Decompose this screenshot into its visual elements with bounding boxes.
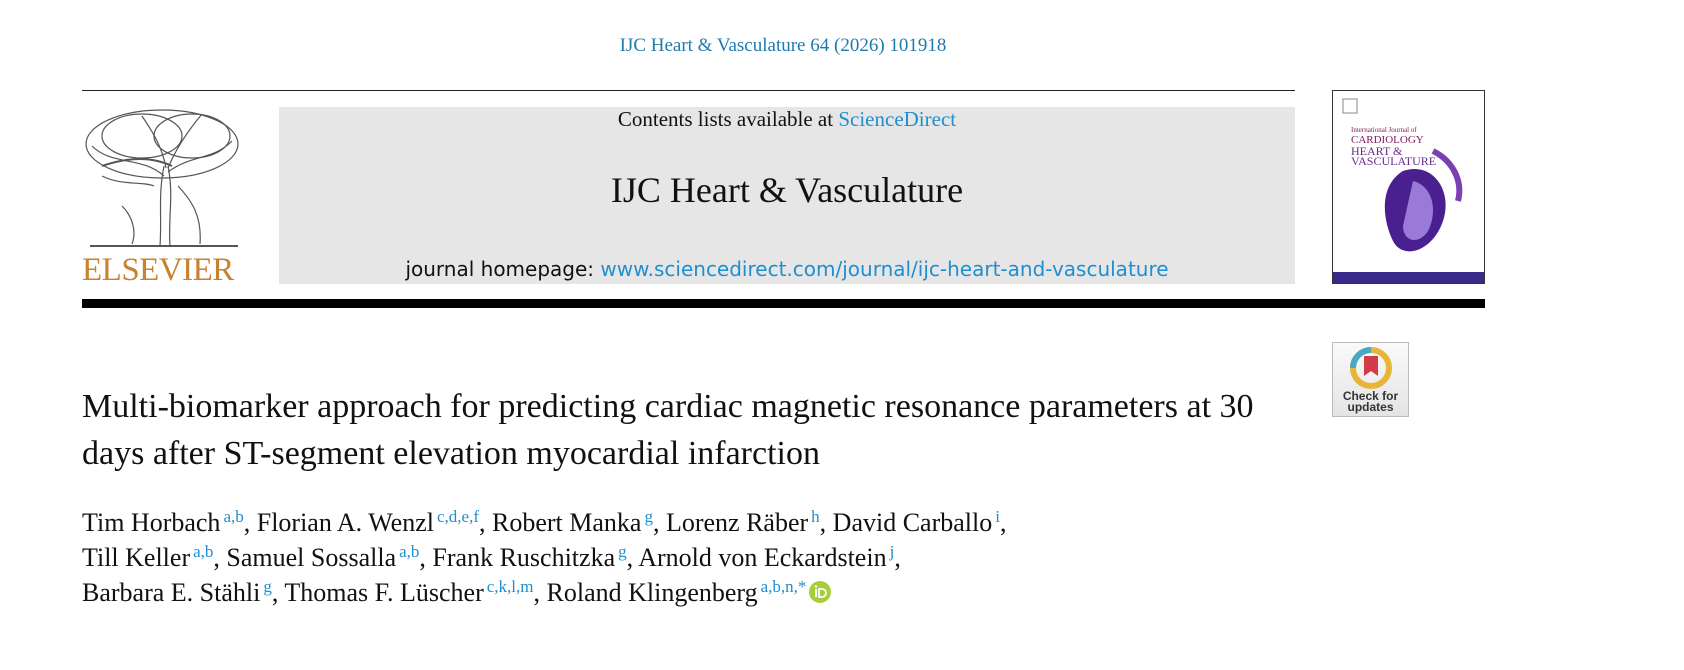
author-affiliations[interactable]: g: [263, 577, 272, 596]
author-punctuation: ,: [213, 543, 220, 572]
author-name[interactable]: David Carballo: [832, 508, 993, 537]
author-affiliations[interactable]: i: [995, 507, 1000, 526]
author-affiliations[interactable]: g: [618, 542, 627, 561]
publisher: ELSEVIER: [82, 252, 234, 288]
citation[interactable]: IJC Heart & Vasculature 64 (2026) 101918: [619, 35, 947, 56]
check-for-updates-badge[interactable]: Check for updates: [1332, 342, 1409, 417]
rule: [82, 90, 1295, 91]
author-name[interactable]: Thomas F. Lüscher: [284, 578, 484, 607]
badge-text: Check for: [1342, 389, 1399, 403]
header-bar: [82, 299, 1485, 308]
orcid-icon[interactable]: [808, 580, 832, 604]
author-affiliations[interactable]: g: [644, 507, 653, 526]
author-name[interactable]: Robert Manka: [492, 508, 642, 537]
article-title: Multi-biomarker approach for predicting …: [82, 388, 1254, 472]
author-list: Tim Horbach a,b, Florian A. Wenzl c,d,e,f,…: [82, 505, 1006, 610]
author-affiliations[interactable]: c,d,e,f: [436, 507, 479, 526]
author-line: Tim Horbach a,b, Florian A. Wenzl c,d,e,f,…: [82, 505, 1006, 540]
author-name[interactable]: Lorenz Räber: [665, 508, 809, 537]
contents-prefix: Contents lists available at: [617, 107, 834, 131]
author-name[interactable]: Frank Ruschitzka: [432, 543, 616, 572]
author-name[interactable]: Tim Horbach: [82, 508, 221, 537]
author-punctuation: ,: [533, 578, 541, 607]
homepage-prefix: journal homepage:: [405, 257, 595, 281]
journal-banner: Contents lists available at ScienceDirec…: [279, 107, 1295, 284]
author-punctuation: ,: [894, 543, 901, 572]
author-punctuation: ,: [271, 578, 279, 607]
cover-text: VASCULATURE: [1351, 154, 1437, 168]
journal-name: IJC Heart & Vasculature: [610, 170, 964, 210]
author-punctuation: ,: [626, 543, 634, 572]
author-affiliations[interactable]: c,k,l,m: [486, 577, 534, 596]
author-punctuation: ,: [819, 508, 827, 537]
author-name[interactable]: Samuel Sossalla: [226, 543, 397, 572]
contents-line: Contents lists available at ScienceDirec…: [279, 107, 1295, 132]
badge-icon: [1349, 347, 1392, 389]
elsevier-tree-logo: [85, 109, 239, 247]
author-name[interactable]: Till Keller: [82, 543, 191, 572]
author-affiliations[interactable]: a,b: [193, 542, 214, 561]
author-affiliations[interactable]: j: [889, 542, 895, 561]
cover-art: [1333, 98, 1484, 283]
author-name[interactable]: Florian A. Wenzl: [256, 508, 434, 537]
author-line: Barbara E. Stähli g, Thomas F. Lüscher c,k…: [82, 575, 1006, 610]
author-affiliations[interactable]: a,b: [223, 507, 244, 526]
author-punctuation: ,: [419, 543, 426, 572]
author-affiliations[interactable]: h: [811, 507, 820, 526]
author-punctuation: ,: [243, 508, 251, 537]
author-name[interactable]: Roland Klingenberg: [546, 578, 758, 607]
cover-text: International Journal of: [1351, 126, 1417, 134]
author-punctuation: ,: [999, 508, 1007, 537]
sciencedirect-link[interactable]: ScienceDirect: [838, 107, 957, 131]
author-affiliations[interactable]: a,b,n,*: [760, 577, 807, 596]
author-punctuation: ,: [479, 508, 486, 537]
homepage-link[interactable]: www.sciencedirect.com/journal/ijc-heart-…: [600, 257, 1169, 281]
badge-text: updates: [1347, 400, 1394, 414]
author-name[interactable]: Barbara E. Stähli: [82, 578, 261, 607]
cover-text: HEART &: [1351, 144, 1403, 158]
homepage-line: journal homepage: www.sciencedirect.com/…: [279, 257, 1295, 281]
journal-cover[interactable]: International Journal of CARDIOLOGY HEAR…: [1332, 90, 1485, 284]
author-affiliations[interactable]: a,b: [399, 542, 420, 561]
author-line: Till Keller a,b, Samuel Sossalla a,b, Fran…: [82, 540, 1006, 575]
author-punctuation: ,: [652, 508, 660, 537]
author-name[interactable]: Arnold von Eckardstein: [638, 543, 887, 572]
cover-text: CARDIOLOGY: [1351, 134, 1424, 146]
